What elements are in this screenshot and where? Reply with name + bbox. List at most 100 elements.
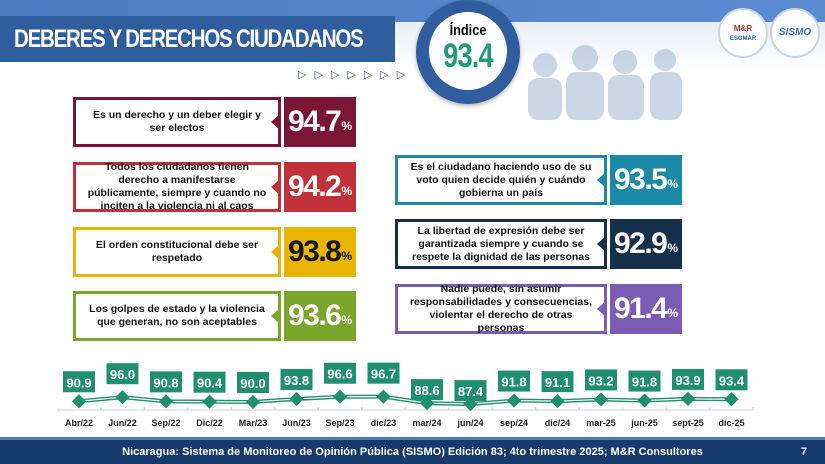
x-tick-label: sept-25 <box>672 418 704 428</box>
data-label-box <box>672 368 704 390</box>
statement-text: El orden constitucional debe ser respeta… <box>73 227 281 277</box>
statement-card: La libertad de expresión debe ser garant… <box>395 219 682 269</box>
data-label: 87.4 <box>458 384 484 399</box>
people-illustration <box>528 45 682 120</box>
x-tick-label: Dic/22 <box>196 418 223 428</box>
data-point <box>158 394 174 409</box>
percent-value: 93.8 <box>287 235 342 268</box>
data-label-box <box>411 379 443 401</box>
x-tick-label: Sep/23 <box>325 418 354 428</box>
statement-text: Es un derecho y un deber elegir y ser el… <box>73 97 281 147</box>
data-label: 91.1 <box>545 375 570 390</box>
percent-value: 94.7 <box>287 105 342 138</box>
statement-percent: 91.4% <box>610 284 682 334</box>
data-label-box <box>237 372 269 393</box>
data-label: 93.2 <box>588 373 613 388</box>
trend-chart: 90.9 Abr/22 96.0 Jun/22 90.8 Sep/22 90.4 Dic/22… <box>57 362 754 428</box>
percent-unit: % <box>341 184 353 198</box>
data-label-box <box>585 369 617 391</box>
percent-unit: % <box>667 241 679 255</box>
percent-unit: % <box>341 313 353 327</box>
statement-text: Es el ciudadano haciendo uso de su voto … <box>395 155 607 205</box>
statement-percent: 93.5% <box>610 155 682 205</box>
x-tick-label: Jun/23 <box>282 418 311 428</box>
statement-card: Nadie puede, sin asumir responsabilidade… <box>395 283 682 334</box>
x-tick-label: dic/23 <box>371 418 397 428</box>
data-point <box>593 392 609 407</box>
x-tick-label: sep/24 <box>500 418 528 428</box>
data-label: 90.8 <box>153 375 178 390</box>
index-value: 93.4 <box>443 37 494 75</box>
index-badge: Índice 93.4 <box>416 0 520 104</box>
data-label: 96.0 <box>110 367 135 382</box>
data-point <box>680 391 696 406</box>
x-tick-label: Sep/22 <box>151 418 180 428</box>
data-point <box>245 394 261 410</box>
percent-unit: % <box>341 119 353 133</box>
statement-percent: 93.8% <box>284 227 356 277</box>
data-label: 90.4 <box>197 376 223 391</box>
data-label-box <box>193 371 226 393</box>
data-label: 90.0 <box>240 376 265 391</box>
statement-card: Todos los ciudadanos tienen derecho a ma… <box>73 161 356 212</box>
mr-consultores-logo: M&R ESOMAR <box>718 8 768 58</box>
statement-card: El orden constitucional debe ser respeta… <box>73 227 356 277</box>
data-label-box <box>280 368 313 390</box>
data-point <box>115 390 130 405</box>
data-point <box>71 394 87 409</box>
percent-unit: % <box>667 177 679 191</box>
x-tick-label: dic/24 <box>545 418 571 428</box>
series-line-inner <box>78 396 732 405</box>
x-tick-label: mar/24 <box>412 418 441 428</box>
data-point <box>202 394 217 409</box>
statement-percent: 94.7% <box>284 97 356 147</box>
data-point <box>506 393 522 408</box>
data-label: 96.7 <box>371 367 396 382</box>
data-label: 93.8 <box>284 373 309 388</box>
data-label: 91.8 <box>632 375 657 390</box>
percent-value: 94.2 <box>287 170 342 203</box>
x-tick-label: mar-25 <box>586 418 616 428</box>
data-label-box <box>498 370 530 392</box>
data-point <box>332 389 348 404</box>
page-number: 7 <box>800 446 807 458</box>
data-label: 96.6 <box>327 367 352 382</box>
data-label-box <box>150 371 182 393</box>
percent-value: 92.9 <box>613 227 668 260</box>
percent-unit: % <box>341 249 353 263</box>
statement-percent: 94.2% <box>284 162 356 212</box>
x-tick-label: jun/24 <box>456 418 483 428</box>
statement-card: Es el ciudadano haciendo uso de su voto … <box>395 155 682 205</box>
data-label: 90.9 <box>66 375 91 390</box>
data-point <box>289 391 304 407</box>
x-tick-label: dic-25 <box>718 418 744 428</box>
data-label-box <box>628 370 661 392</box>
percent-value: 91.4 <box>613 292 668 325</box>
x-tick-label: Abr/22 <box>65 418 93 428</box>
data-label-box <box>324 362 356 384</box>
data-label: 91.8 <box>501 375 526 390</box>
sismo-logo: SISMO <box>770 8 820 58</box>
data-label: 93.4 <box>719 373 745 388</box>
footer-source: Nicaragua: Sistema de Monitoreo de Opini… <box>122 446 703 458</box>
data-label-box <box>541 371 574 393</box>
x-tick-label: Jun/22 <box>108 418 137 428</box>
index-label: Índice <box>449 22 487 39</box>
statement-text: Todos los ciudadanos tienen derecho a ma… <box>73 161 281 212</box>
percent-unit: % <box>667 306 679 320</box>
statement-text: La libertad de expresión debe ser garant… <box>395 219 607 269</box>
data-point <box>376 389 391 404</box>
footer: Nicaragua: Sistema de Monitoreo de Opini… <box>0 437 825 464</box>
data-label: 93.9 <box>675 373 700 388</box>
statement-card: Es un derecho y un deber elegir y ser el… <box>73 97 356 147</box>
data-label-box <box>367 362 400 384</box>
data-point <box>550 394 565 409</box>
page-title: DEBERES Y DERECHOS CIUDADANOS <box>0 16 395 62</box>
x-tick-label: jun-25 <box>630 418 658 428</box>
data-label: 88.6 <box>414 383 439 398</box>
data-label-box <box>454 380 487 402</box>
percent-value: 93.6 <box>287 299 342 332</box>
statement-card: Los golpes de estado y la violencia que … <box>73 291 356 341</box>
statement-text: Los golpes de estado y la violencia que … <box>73 291 281 341</box>
statement-percent: 93.6% <box>284 291 356 341</box>
